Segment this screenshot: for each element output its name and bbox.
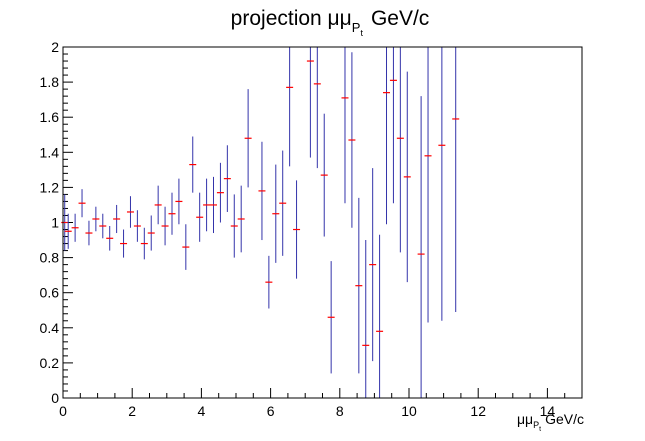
y-tick-label: 1.8 [40, 74, 60, 90]
x-tick-label: 2 [128, 403, 136, 419]
xlabel-main: μμ [517, 411, 533, 427]
xlabel-subsub: t [539, 426, 541, 433]
y-tick-label: 0.2 [40, 355, 60, 371]
x-tick-label: 0 [59, 403, 67, 419]
y-tick-label: 0.8 [40, 250, 60, 266]
y-tick-label: 1.4 [40, 144, 60, 160]
title-subsub: t [360, 28, 363, 38]
x-tick-label: 8 [336, 403, 344, 419]
x-tick-label: 12 [470, 403, 486, 419]
x-tick-label: 10 [401, 403, 417, 419]
xlabel-unit: GeV/c [545, 411, 584, 427]
y-tick-label: 1.6 [40, 109, 60, 125]
title-sub: P [352, 20, 361, 35]
y-tick-label: 0.4 [40, 320, 60, 336]
x-tick-label: 4 [198, 403, 206, 419]
chart-title: projection μμPt GeV/c [231, 7, 430, 38]
title-unit: GeV/c [371, 7, 429, 30]
x-axis-label: μμPt GeV/c [517, 411, 584, 433]
axis-ticks: 0 2 4 6 8 10 12 14 0 0.2 0.4 0.6 0.8 1 1.2 1.4 1.6 1.8 2 [40, 39, 583, 419]
y-tick-label: 1.2 [40, 179, 60, 195]
x-tick-label: 14 [540, 403, 556, 419]
plot-frame [62, 46, 583, 399]
y-tick-label: 0.6 [40, 285, 60, 301]
data-marks [61, 47, 460, 398]
y-tick-label: 2 [51, 39, 59, 55]
y-tick-label: 1 [51, 215, 59, 231]
title-main: projection μμ [231, 7, 352, 30]
xlabel-sub: P [533, 420, 539, 430]
x-tick-label: 6 [267, 403, 275, 419]
y-tick-label: 0 [51, 390, 59, 406]
